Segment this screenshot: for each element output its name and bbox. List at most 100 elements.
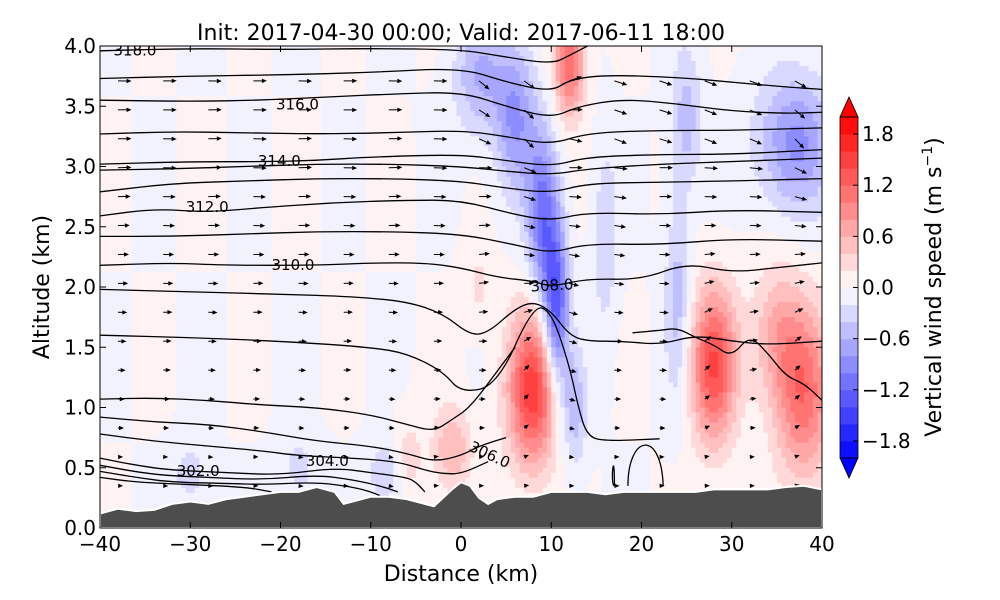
field-cell [659, 106, 665, 112]
field-cell [497, 61, 503, 67]
field-cell [754, 186, 760, 193]
field-cell [226, 156, 232, 163]
field-cell [488, 176, 494, 183]
field-cell [366, 151, 372, 158]
field-cell [248, 126, 255, 132]
field-cell [524, 131, 530, 137]
field-cell [122, 96, 128, 102]
field-cell [767, 76, 773, 82]
field-cell [578, 176, 584, 183]
field-cell [262, 121, 268, 127]
field-cell [641, 151, 647, 158]
field-cell [181, 121, 187, 127]
field-cell [321, 181, 327, 188]
field-cell [429, 191, 435, 198]
field-cell [348, 181, 354, 188]
field-cell [614, 91, 620, 97]
field-cell [366, 191, 372, 198]
field-cell [339, 101, 345, 107]
field-cell [352, 131, 358, 137]
field-cell [104, 136, 110, 142]
field-cell [348, 101, 354, 107]
field-cell [303, 151, 309, 158]
field-cell [767, 166, 773, 173]
field-cell [596, 166, 602, 173]
field-cell [312, 126, 318, 132]
field-cell [673, 171, 679, 178]
field-cell [812, 136, 819, 142]
field-cell [605, 186, 611, 193]
field-cell [136, 121, 142, 127]
field-cell [790, 196, 796, 203]
field-cell [330, 146, 336, 153]
field-cell [677, 186, 683, 193]
field-cell [303, 141, 309, 148]
field-cell [551, 191, 557, 198]
field-cell [483, 156, 489, 163]
field-cell [785, 181, 792, 188]
field-cell [230, 96, 236, 102]
field-cell [307, 171, 313, 178]
field-cell [790, 116, 796, 122]
field-cell [731, 51, 737, 57]
field-cell [303, 91, 309, 97]
field-cell [591, 186, 597, 193]
field-cell [321, 146, 327, 153]
field-cell [560, 66, 566, 72]
field-cell [749, 106, 755, 112]
field-cell [799, 151, 805, 158]
field-cell [474, 121, 480, 127]
field-cell [709, 86, 715, 92]
field-cell [208, 96, 214, 102]
field-cell [154, 71, 160, 77]
field-cell [203, 121, 209, 127]
field-cell [461, 136, 467, 142]
field-cell [682, 166, 688, 173]
field-cell [718, 96, 724, 102]
field-cell [474, 111, 480, 117]
field-cell [343, 146, 349, 153]
field-cell [614, 171, 620, 178]
field-cell [294, 141, 300, 148]
field-cell [289, 56, 295, 62]
field-cell [212, 196, 218, 203]
field-cell [700, 46, 706, 52]
field-cell [573, 91, 579, 97]
field-cell [185, 181, 191, 188]
field-cell [285, 101, 291, 107]
field-cell [718, 191, 724, 198]
field-cell [185, 71, 191, 77]
field-cell [429, 171, 435, 178]
field-cell [176, 131, 182, 137]
field-cell [704, 156, 710, 163]
field-cell [424, 171, 431, 178]
field-cell [785, 196, 792, 203]
field-cell [447, 81, 453, 87]
field-cell [470, 121, 476, 127]
field-cell [492, 181, 498, 188]
field-cell [217, 161, 223, 168]
field-cell [393, 96, 399, 102]
field-cell [461, 76, 467, 82]
field-cell [691, 116, 697, 122]
field-cell [330, 56, 336, 62]
field-cell [465, 76, 471, 82]
field-cell [668, 56, 674, 62]
field-cell [479, 161, 485, 168]
field-cell [154, 51, 160, 57]
field-cell [700, 61, 706, 67]
field-cell [659, 181, 665, 188]
field-cell [402, 141, 408, 148]
field-cell [740, 61, 746, 67]
field-cell [794, 181, 801, 188]
field-cell [767, 151, 773, 158]
field-cell [668, 186, 674, 193]
field-cell [655, 51, 661, 57]
field-cell [334, 121, 340, 127]
field-cell [659, 196, 665, 203]
field-cell [388, 186, 394, 193]
field-cell [497, 141, 503, 148]
field-cell [465, 126, 471, 132]
field-cell [812, 51, 819, 57]
field-cell [492, 171, 498, 178]
